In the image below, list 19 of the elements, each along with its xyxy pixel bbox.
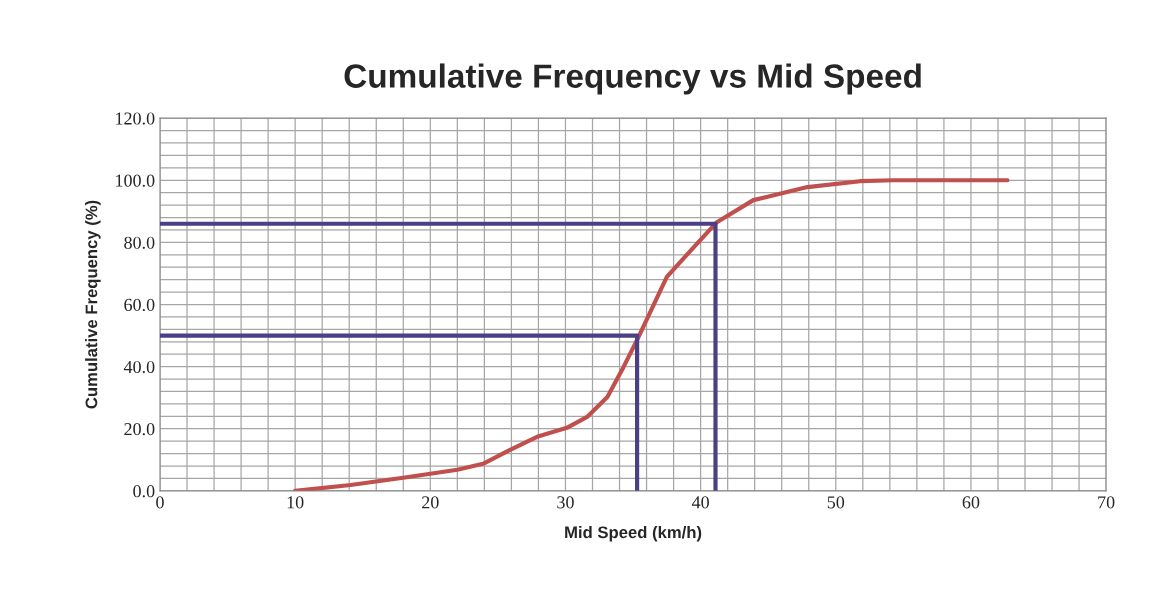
line-series [293, 178, 1010, 491]
x-tick-label: 10 [287, 496, 304, 509]
y-tick-label: 120.0 [116, 112, 155, 125]
x-tick-label: 40 [691, 496, 709, 509]
x-tick-label: 70 [1098, 496, 1115, 509]
x-tick-label: 20 [422, 496, 439, 509]
chart-title: Cumulative Frequency vs Mid Speed [344, 63, 921, 95]
y-tick-label: 0.0 [133, 485, 155, 498]
y-axis-title: Cumulative Frequency (%) [85, 200, 101, 409]
y-tick-label: 100.0 [116, 174, 155, 187]
y-tick-label: 40.0 [123, 360, 155, 374]
x-tick-label: 30 [557, 496, 574, 509]
y-tick-label: 80.0 [124, 236, 155, 249]
x-tick-label: 60 [962, 496, 980, 509]
x-tick-label: 0 [156, 496, 164, 509]
x-tick-label: 50 [827, 496, 845, 509]
y-tick-label: 60.0 [124, 298, 155, 312]
x-axis-title: Mid Speed (km/h) [565, 525, 702, 542]
y-tick-label: 20.0 [124, 422, 155, 436]
